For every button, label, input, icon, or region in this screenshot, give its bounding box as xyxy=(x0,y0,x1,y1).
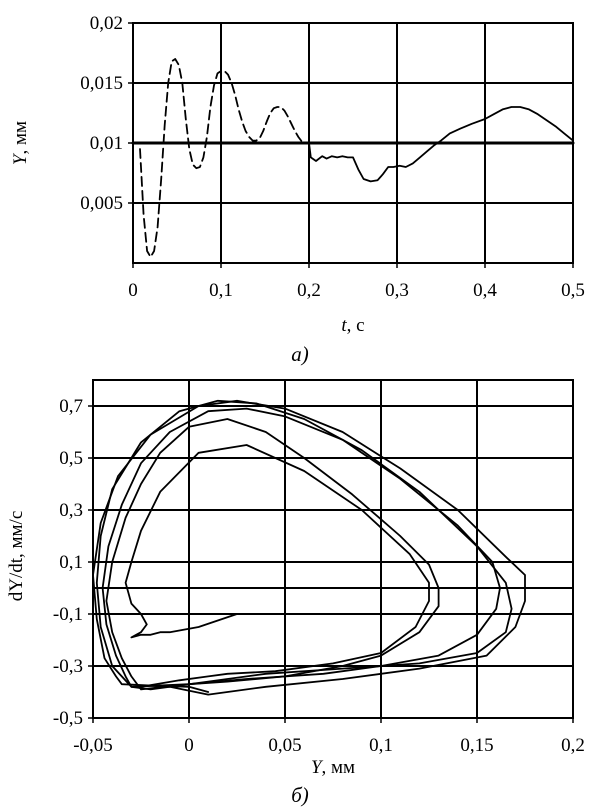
chart-b-plot-area xyxy=(92,379,574,719)
chart-b-x-tick-label: 0,05 xyxy=(268,735,301,756)
chart-a-x-axis-label: t, с xyxy=(341,315,364,336)
chart-b-grid xyxy=(93,380,573,718)
chart-a-x-tick-label: 0,3 xyxy=(385,280,409,301)
chart-a-y-axis-label: Y, мм xyxy=(10,121,31,165)
chart-b-x-tick-label: 0,15 xyxy=(460,735,493,756)
chart-a-y-tick-label: 0,01 xyxy=(90,133,123,154)
chart-b-caption: б) xyxy=(291,783,309,807)
chart-b-y-tick-label: -0,3 xyxy=(53,656,83,677)
chart-a-y-axis-label-symbol: Y xyxy=(10,152,31,165)
chart-b-y-axis-label: dY/dt, мм/с xyxy=(6,511,27,602)
chart-a-x-tick-label: 0,2 xyxy=(297,280,321,301)
chart-b-x-axis-label: Y, мм xyxy=(311,757,355,778)
chart-a-y-tick-label: 0,005 xyxy=(80,193,123,214)
chart-b-series-line-4 xyxy=(95,399,513,691)
chart-a-x-axis-label-unit: , с xyxy=(347,315,365,336)
chart-a-series-line-1 xyxy=(139,58,310,258)
chart-a-x-tick-label: 0 xyxy=(128,280,138,301)
chart-b-series-line-1 xyxy=(124,444,430,688)
chart-a-y-tick-label: 0,02 xyxy=(90,13,123,34)
chart-b-x-tick-label: -0,05 xyxy=(73,735,113,756)
chart-b-y-tick-label: 0,3 xyxy=(59,500,83,521)
chart-b-series-line-5 xyxy=(92,399,526,696)
chart-b-y-tick-label: 0,1 xyxy=(59,552,83,573)
chart-a-y-ticks: 0,005 0,01 0,015 0,02 xyxy=(80,13,133,214)
chart-b-y-tick-label: 0,7 xyxy=(59,396,83,417)
chart-b-y-tick-label: -0,5 xyxy=(53,708,83,729)
chart-b-x-axis-label-unit: , мм xyxy=(322,757,356,778)
chart-a-x-ticks: 0 0,1 0,2 0,3 0,4 0,5 xyxy=(128,263,585,301)
chart-a-x-tick-label: 0,1 xyxy=(209,280,233,301)
chart-b: -0,05 0 0,05 0,1 0,15 0,2 -0,5 -0,3 -0,1 0,1 0,3 0… xyxy=(6,379,585,807)
chart-b-series xyxy=(92,399,526,696)
chart-a-x-tick-label: 0,5 xyxy=(561,280,585,301)
chart-b-y-tick-label: -0,1 xyxy=(53,604,83,625)
chart-a: 0 0,1 0,2 0,3 0,4 0,5 0,005 0,01 0,015 0,02 Y, м… xyxy=(10,13,585,366)
chart-a-x-tick-label: 0,4 xyxy=(473,280,497,301)
chart-b-x-tick-label: 0 xyxy=(184,735,194,756)
chart-b-y-ticks: -0,5 -0,3 -0,1 0,1 0,3 0,5 0,7 xyxy=(53,396,93,729)
chart-b-x-axis-label-symbol: Y xyxy=(311,757,324,778)
chart-b-y-tick-label: 0,5 xyxy=(59,448,83,469)
chart-a-series xyxy=(131,58,575,258)
chart-b-x-tick-label: 0,2 xyxy=(561,735,585,756)
chart-a-y-axis-label-unit: , мм xyxy=(10,121,31,155)
chart-b-series-line-2 xyxy=(105,418,440,691)
chart-a-y-tick-label: 0,015 xyxy=(80,73,123,94)
chart-b-x-tick-label: 0,1 xyxy=(369,735,393,756)
chart-a-series-line-2 xyxy=(308,106,574,183)
chart-a-caption: а) xyxy=(291,342,309,366)
chart-b-x-ticks: -0,05 0 0,05 0,1 0,15 0,2 xyxy=(73,718,585,756)
chart-a-x-axis-label-symbol: t xyxy=(341,315,347,336)
